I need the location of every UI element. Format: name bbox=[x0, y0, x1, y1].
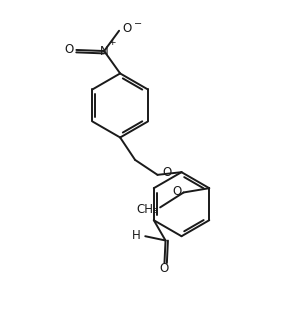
Text: O: O bbox=[173, 185, 182, 198]
Text: O: O bbox=[163, 166, 172, 179]
Text: −: − bbox=[134, 19, 142, 29]
Text: +: + bbox=[108, 38, 115, 47]
Text: CH₃: CH₃ bbox=[137, 203, 158, 216]
Text: O: O bbox=[123, 22, 132, 35]
Text: N: N bbox=[100, 45, 109, 57]
Text: O: O bbox=[160, 262, 169, 275]
Text: H: H bbox=[132, 229, 141, 242]
Text: O: O bbox=[64, 44, 73, 57]
